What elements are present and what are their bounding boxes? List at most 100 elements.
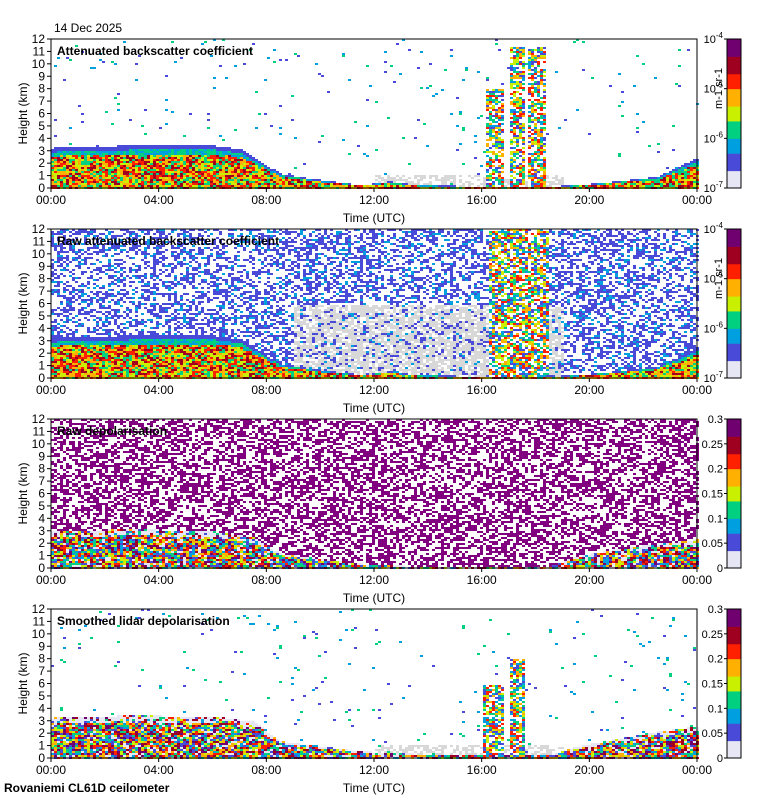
x-tick-label: 20:00 xyxy=(574,763,604,777)
y-axis-label: Height (km) xyxy=(16,652,30,714)
heatmap-cells xyxy=(51,419,699,569)
y-tick-label: 2 xyxy=(38,156,45,170)
x-tick-label: 04:00 xyxy=(144,383,174,397)
y-tick-label: 4 xyxy=(38,131,45,145)
colorbar-tick-label: 10-7 xyxy=(704,180,724,195)
y-tick-label: 0 xyxy=(38,561,45,575)
y-tick-label: 8 xyxy=(38,462,45,476)
y-tick-label: 5 xyxy=(38,499,45,513)
colorbar-frame xyxy=(726,228,742,379)
y-axis-label: Height (km) xyxy=(16,272,30,334)
x-tick-label: 04:00 xyxy=(144,193,174,207)
y-tick-label: 4 xyxy=(38,701,45,715)
y-axis-label: Height (km) xyxy=(16,462,30,524)
x-axis-label: Time (UTC) xyxy=(343,401,405,415)
colorbar-unit-label: m-1 sr-1 xyxy=(713,258,725,299)
y-tick-label: 5 xyxy=(38,119,45,133)
y-tick-label: 9 xyxy=(38,449,45,463)
x-tick-label: 00:00 xyxy=(682,383,712,397)
x-tick-label: 20:00 xyxy=(574,573,604,587)
colorbar: 0 0.05 0.1 0.15 0.2 0.25 0.3 xyxy=(702,604,742,765)
y-tick-label: 6 xyxy=(38,677,45,691)
y-tick-label: 12 xyxy=(32,412,46,426)
y-tick-label: 10 xyxy=(32,627,46,641)
colorbar-tick-label: 0.15 xyxy=(702,679,723,691)
y-tick-label: 1 xyxy=(38,359,45,373)
colorbar-tick-label: 0.3 xyxy=(708,414,723,426)
x-tick-label: 16:00 xyxy=(467,763,497,777)
y-tick-label: 8 xyxy=(38,272,45,286)
y-tick-label: 8 xyxy=(38,652,45,666)
colorbar-tick-label: 10-7 xyxy=(704,370,724,385)
colorbar-unit-label: m-1 sr-1 xyxy=(713,68,725,109)
y-tick-label: 10 xyxy=(32,437,46,451)
y-tick-label: 9 xyxy=(38,639,45,653)
x-tick-label: 00:00 xyxy=(36,573,66,587)
station-footer: Rovaniemi CL61D ceilometer xyxy=(4,781,169,795)
y-tick-label: 2 xyxy=(38,726,45,740)
y-tick-label: 7 xyxy=(38,94,45,108)
x-tick-label: 00:00 xyxy=(682,763,712,777)
y-tick-label: 12 xyxy=(32,602,46,616)
x-tick-label: 00:00 xyxy=(36,763,66,777)
x-axis-label: Time (UTC) xyxy=(343,781,405,795)
y-tick-label: 11 xyxy=(33,614,46,628)
colorbar: 10-7 10-6 10-5 10-4 m-1 sr-1 xyxy=(704,221,742,385)
y-tick-label: 7 xyxy=(38,284,45,298)
x-tick-label: 16:00 xyxy=(467,193,497,207)
colorbar-tick-label: 10-5 xyxy=(704,271,724,286)
heatmap-cells xyxy=(51,39,699,189)
panel-title: Smoothed lidar depolarisation xyxy=(57,614,230,628)
x-tick-label: 12:00 xyxy=(359,573,389,587)
x-tick-label: 12:00 xyxy=(359,763,389,777)
panel-title: Attenuated backscatter coefficient xyxy=(57,44,253,58)
colorbar-tick-label: 10-4 xyxy=(704,31,724,46)
y-tick-label: 7 xyxy=(38,664,45,678)
colorbar-tick-label: 10-5 xyxy=(704,81,724,96)
y-tick-label: 8 xyxy=(38,82,45,96)
colorbar-tick-label: 0.1 xyxy=(708,703,723,715)
y-tick-label: 3 xyxy=(38,144,45,158)
colorbar-tick-label: 10-6 xyxy=(704,130,724,145)
colorbar-tick-label: 0.25 xyxy=(702,439,723,451)
x-tick-label: 00:00 xyxy=(682,573,712,587)
y-tick-label: 11 xyxy=(33,424,46,438)
x-tick-label: 00:00 xyxy=(36,383,66,397)
x-tick-label: 00:00 xyxy=(682,193,712,207)
y-axis-label: Height (km) xyxy=(16,82,30,144)
panel-title: Raw depolarisation xyxy=(57,424,167,438)
y-tick-label: 1 xyxy=(38,549,45,563)
y-tick-label: 3 xyxy=(38,714,45,728)
x-tick-label: 20:00 xyxy=(574,193,604,207)
date-label: 14 Dec 2025 xyxy=(54,21,122,35)
x-tick-label: 08:00 xyxy=(251,193,281,207)
colorbar-tick-label: 0 xyxy=(717,753,723,765)
colorbar-frame xyxy=(726,38,742,189)
y-tick-label: 6 xyxy=(38,487,45,501)
y-tick-label: 0 xyxy=(38,181,45,195)
colorbar-tick-label: 0.3 xyxy=(708,604,723,616)
colorbar: 10-7 10-6 10-5 10-4 m-1 sr-1 xyxy=(704,31,742,195)
x-tick-label: 00:00 xyxy=(36,193,66,207)
colorbar-tick-label: 0.05 xyxy=(702,728,723,740)
y-tick-label: 3 xyxy=(38,334,45,348)
y-tick-label: 1 xyxy=(38,169,45,183)
y-tick-label: 4 xyxy=(38,321,45,335)
x-tick-label: 16:00 xyxy=(467,383,497,397)
colorbar-tick-label: 10-6 xyxy=(704,320,724,335)
colorbar-tick-label: 0.1 xyxy=(708,513,723,525)
colorbar: 0 0.05 0.1 0.15 0.2 0.25 0.3 xyxy=(702,414,742,575)
y-tick-label: 2 xyxy=(38,346,45,360)
x-tick-label: 12:00 xyxy=(359,193,389,207)
x-axis-label: Time (UTC) xyxy=(343,211,405,225)
y-tick-label: 3 xyxy=(38,524,45,538)
heatmap-cells xyxy=(51,229,699,379)
y-tick-label: 12 xyxy=(32,32,46,46)
y-tick-label: 10 xyxy=(32,57,46,71)
y-tick-label: 9 xyxy=(38,259,45,273)
y-tick-label: 5 xyxy=(38,309,45,323)
x-tick-label: 08:00 xyxy=(251,763,281,777)
